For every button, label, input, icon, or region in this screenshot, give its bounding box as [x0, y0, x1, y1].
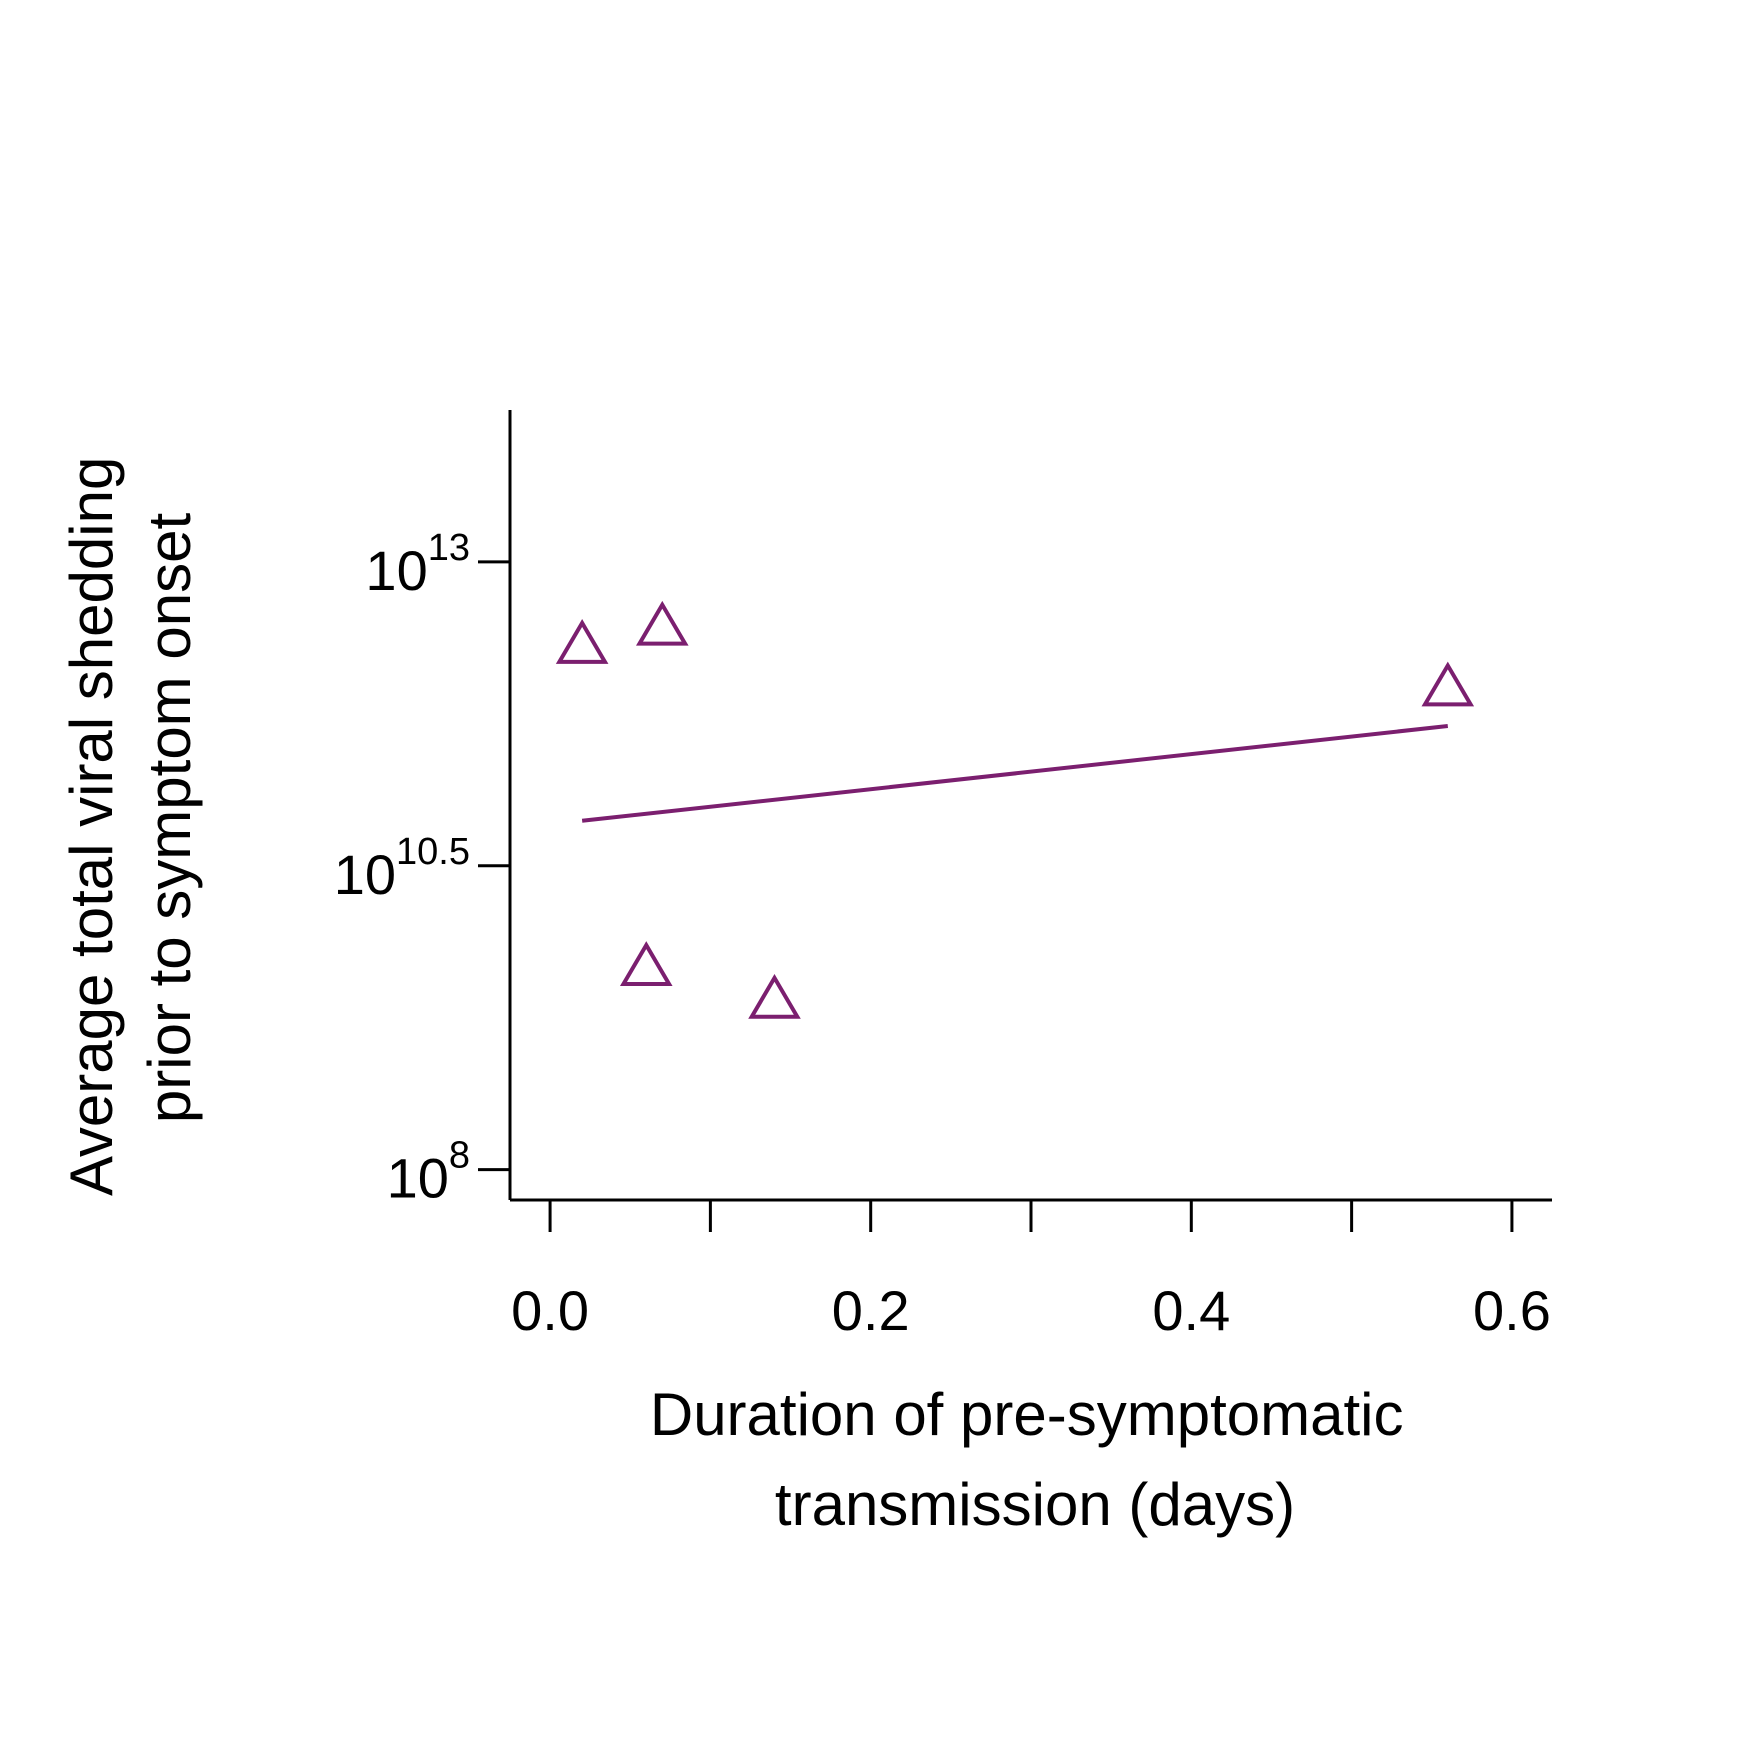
y-tick-base: 10	[387, 1147, 449, 1210]
y-tick-label: 1010.5	[334, 831, 470, 906]
y-axis-title-line-1: Average total viral shedding	[58, 457, 125, 1196]
y-tick-base: 10	[334, 843, 396, 906]
x-tick-label: 0.4	[1152, 1279, 1230, 1342]
y-tick-exponent: 13	[428, 527, 470, 569]
x-axis-title: Duration of pre-symptomatic transmission…	[650, 1381, 1420, 1538]
data-point	[1421, 661, 1475, 707]
y-tick-base: 10	[365, 539, 427, 602]
y-tick-exponent: 10.5	[396, 831, 470, 873]
y-tick-label: 108	[387, 1135, 470, 1210]
y-tick-label: 1013	[365, 527, 470, 602]
x-tick-label: 0.2	[832, 1279, 910, 1342]
data-point	[636, 600, 689, 646]
y-axis-title: Average total viral shedding prior to sy…	[58, 440, 203, 1196]
fit-line	[581, 724, 1449, 823]
x-axis-title-line-1: Duration of pre-symptomatic	[650, 1381, 1404, 1448]
x-axis-ticks: 0.0 0.2 0.4 0.6	[511, 1200, 1551, 1342]
x-axis-title-line-2: transmission (days)	[775, 1471, 1295, 1538]
data-point	[748, 973, 801, 1019]
x-tick-label: 0.0	[511, 1279, 589, 1342]
y-tick-exponent: 8	[449, 1135, 470, 1177]
y-axis-title-line-2: prior to symptom onset	[136, 513, 203, 1124]
data-point	[555, 619, 609, 664]
plot-area	[555, 600, 1475, 1019]
x-tick-label: 0.6	[1473, 1279, 1551, 1342]
data-point	[619, 941, 673, 986]
